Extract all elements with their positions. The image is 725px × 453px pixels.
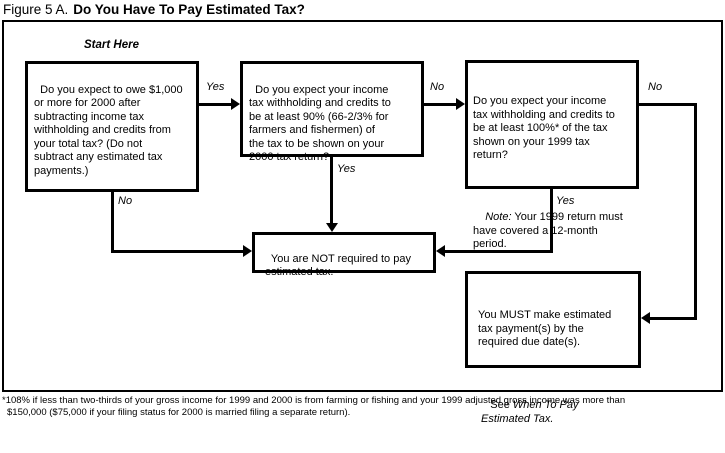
figure-heading: Do You Have To Pay Estimated Tax? [73, 2, 305, 17]
must-pay-see-reference: See When To Pay Estimated Tax. [478, 386, 628, 440]
connector-q1-no-line-v [111, 190, 114, 253]
q3-note: Note: Your 1999 return must have covered… [473, 198, 631, 266]
label-q1-yes: Yes [206, 81, 225, 93]
connector-q3-yes-line-h [445, 250, 553, 253]
flowchart-box-q3-100-percent: Do you expect your income tax withholdin… [465, 60, 639, 250]
label-q3-yes: Yes [556, 195, 575, 207]
footnote-line2: $150,000 ($75,000 if your filing status … [7, 406, 351, 418]
arrowhead-right-icon [456, 98, 465, 110]
q1-text: Do you expect to owe $1,000 or more for … [34, 83, 183, 177]
q3-question-text: Do you expect your income tax withholdin… [473, 95, 615, 161]
arrowhead-right-icon [231, 98, 240, 110]
must-pay-text: You MUST make estimated tax payment(s) b… [478, 309, 612, 348]
connector-q3-no-line-h1 [639, 103, 697, 106]
connector-q3-yes-line-v [550, 189, 553, 253]
connector-q3-no-line-v [694, 103, 697, 320]
figure-title: Figure 5 A. Do You Have To Pay Estimated … [3, 2, 305, 17]
label-q2-yes: Yes [337, 163, 356, 175]
flowchart-box-not-required: You are NOT required to pay estimated ta… [252, 232, 436, 278]
q2-text: Do you expect your income tax withholdin… [249, 83, 391, 164]
connector-q2-yes-line-v [330, 157, 333, 224]
connector-q2-no-line [424, 103, 457, 106]
connector-q1-yes-line [199, 103, 232, 106]
see-prefix: See [490, 399, 513, 411]
start-here-label: Start Here [84, 39, 139, 51]
label-q1-no: No [118, 195, 133, 207]
see-reference-title: When To Pay Estimated Tax. [481, 399, 579, 425]
arrowhead-left-icon [436, 245, 445, 257]
label-q3-no: No [648, 81, 663, 93]
label-q2-no: No [430, 81, 445, 93]
arrowhead-down-icon [326, 223, 338, 232]
arrowhead-right-icon [243, 245, 252, 257]
footnote-line1: *108% if less than two-thirds of your gr… [2, 395, 626, 406]
figure-number: Figure 5 A. [3, 2, 69, 17]
flowchart-box-must-pay: You MUST make estimated tax payment(s) b… [465, 271, 641, 425]
not-required-text: You are NOT required to pay estimated ta… [265, 252, 411, 279]
footnote: *108% if less than two-thirds of your gr… [2, 395, 724, 418]
flowchart-box-q1-owe-1000: Do you expect to owe $1,000 or more for … [25, 61, 199, 192]
connector-q1-no-line-h [111, 250, 244, 253]
q3-note-label: Note: [485, 211, 512, 223]
connector-q3-no-line-h2 [650, 317, 697, 320]
flowchart-box-q2-90-percent: Do you expect your income tax withholdin… [240, 61, 424, 163]
q3-note-text: Your 1999 return must have covered a 12-… [473, 211, 623, 250]
arrowhead-left-icon [641, 312, 650, 324]
